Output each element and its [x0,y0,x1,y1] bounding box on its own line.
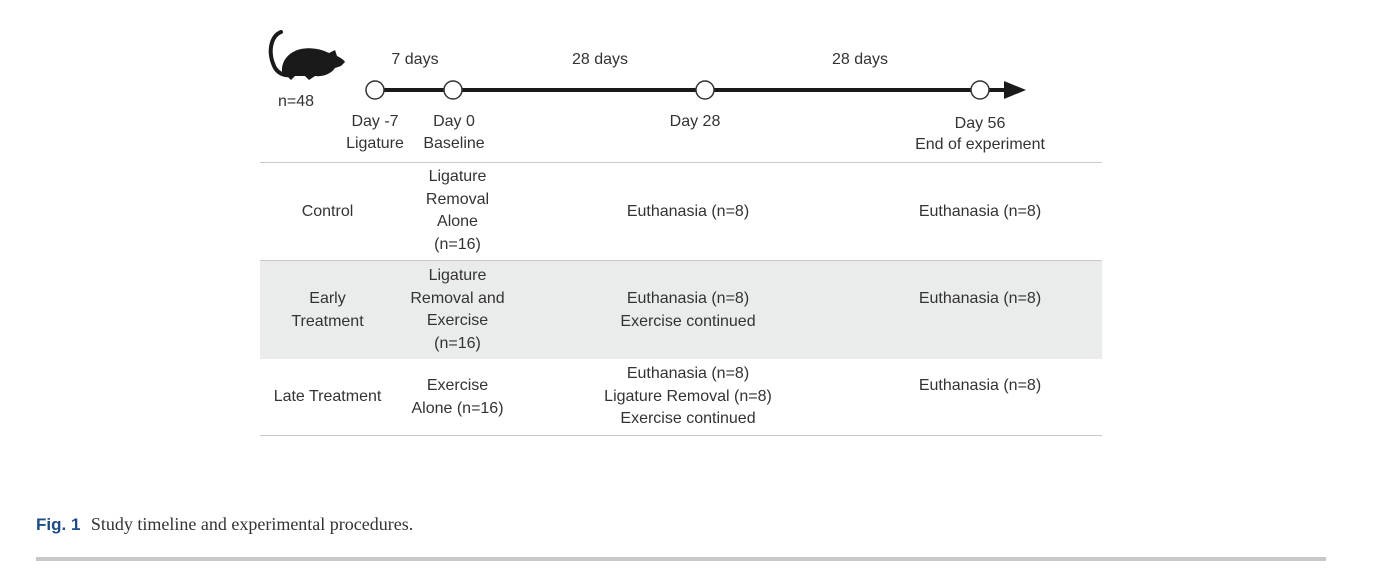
interval-label: 7 days [391,51,439,68]
timeline-day-label: Day 56 [954,115,1006,132]
day56-cell: Euthanasia (n=8) [918,203,1042,220]
day56-cell: Euthanasia (n=8) [918,290,1042,307]
timeline-point-day-28 [695,80,715,100]
day28-cell: Euthanasia (n=8) Exercise continued [620,290,756,330]
timeline-event-label: Baseline [423,135,485,152]
baseline-cell: Ligature Removal and Exercise (n=16) [410,267,505,352]
timeline-day-label: Day -7 [351,113,399,130]
caption-text: Study timeline and experimental procedur… [90,514,414,534]
figure-label: Fig. 1 [36,515,81,534]
timeline-point-day-minus-7 [365,80,385,100]
timeline [365,80,1026,100]
figure-caption: Fig. 1 Study timeline and experimental p… [36,514,413,535]
timeline-event-label: Ligature [346,135,404,152]
table-rule-top [260,162,1102,163]
baseline-cell: Ligature Removal Alone (n=16) [425,168,490,253]
interval-label: 28 days [831,51,889,68]
group-cell: Late Treatment [273,388,382,405]
baseline-cell: Exercise Alone (n=16) [411,377,504,417]
timeline-day-label: Day 28 [669,113,721,130]
timeline-point-day-0 [443,80,463,100]
sample-size: n=48 [278,93,315,110]
group-cell: Control [301,203,354,220]
table-rule [260,260,1102,261]
day28-cell: Euthanasia (n=8) Ligature Removal (n=8) … [604,365,772,427]
table-row: Late Treatment Exercise Alone (n=16) Eut… [260,359,1102,435]
timeline-arrowhead [1004,81,1026,99]
table-row: Control Ligature Removal Alone (n=16) Eu… [260,163,1102,260]
table-rule-bottom [260,435,1102,436]
interval-label: 28 days [571,51,629,68]
timeline-event-label: End of experiment [915,136,1045,153]
caption-rule [36,557,1326,561]
rat-icon [268,30,345,80]
timeline-day-label: Day 0 [433,113,475,130]
day56-cell: Euthanasia (n=8) [918,377,1042,394]
group-cell: Early Treatment [291,290,364,330]
day28-cell: Euthanasia (n=8) [626,203,750,220]
timeline-point-day-56 [970,80,990,100]
table-row: Early Treatment Ligature Removal and Exe… [260,261,1102,359]
